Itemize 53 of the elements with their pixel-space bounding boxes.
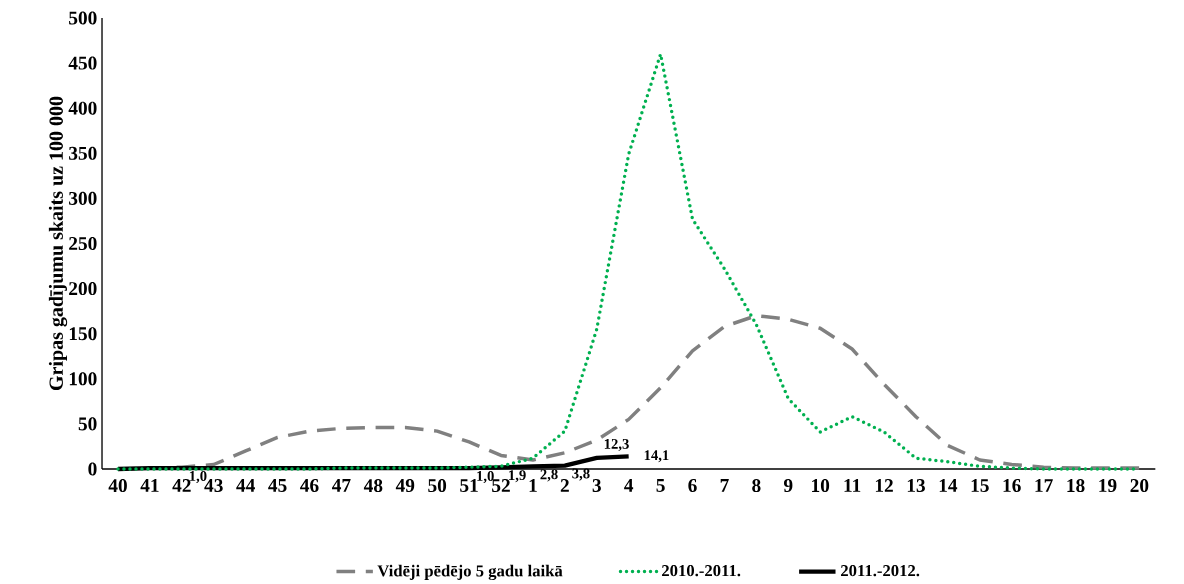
- x-tick-label: 9: [783, 479, 793, 493]
- y-tick-label: 200: [69, 282, 97, 296]
- x-tick-label: 12: [875, 479, 893, 492]
- x-tick-label: 47: [332, 479, 351, 492]
- x-tick-label: 44: [236, 479, 255, 492]
- x-tick-label: 14: [939, 479, 958, 492]
- x-tick-label: 1: [529, 479, 537, 492]
- y-tick-label: 100: [69, 372, 97, 386]
- x-tick-label: 52: [492, 479, 510, 493]
- x-tick-label: 45: [268, 479, 287, 493]
- data-label: 14,1: [644, 450, 669, 463]
- y-axis-title: Gripas gadījumu skaits uz 100 000: [48, 96, 68, 391]
- y-tick-label: 300: [69, 192, 97, 206]
- x-tick-label: 10: [812, 479, 830, 493]
- x-tick-label: 2: [560, 479, 569, 492]
- y-tick-label: 0: [88, 462, 97, 476]
- x-tick-label: 11: [844, 479, 861, 492]
- x-tick-label: 6: [688, 479, 697, 493]
- legend-label: 2010.-2011.: [662, 565, 741, 577]
- y-tick-label: 250: [69, 237, 97, 251]
- x-tick-label: 41: [140, 479, 159, 492]
- y-tick-label: 50: [78, 417, 97, 431]
- x-tick-label: 46: [300, 479, 319, 493]
- legend-label: Vidēji pēdējo 5 gadu laikā: [377, 564, 563, 581]
- x-tick-label: 19: [1099, 479, 1117, 493]
- x-tick-label: 16: [1003, 479, 1021, 493]
- x-tick-label: 4: [624, 479, 634, 492]
- y-tick-label: 350: [69, 146, 97, 160]
- x-tick-label: 42: [172, 479, 191, 492]
- x-tick-label: 13: [907, 479, 925, 493]
- x-tick-label: 20: [1130, 479, 1149, 493]
- x-tick-label: 17: [1035, 479, 1053, 492]
- x-tick-label: 8: [752, 479, 761, 493]
- x-tick-label: 15: [971, 479, 989, 493]
- x-tick-label: 40: [108, 479, 127, 493]
- legend-label: 2011.-2012.: [841, 565, 920, 577]
- y-tick-label: 500: [69, 11, 97, 25]
- x-tick-label: 51: [460, 479, 478, 493]
- y-tick-label: 450: [68, 56, 97, 70]
- x-tick-label: 48: [363, 479, 383, 493]
- x-tick-label: 5: [656, 479, 665, 493]
- x-tick-label: 50: [428, 479, 447, 493]
- data-label: 1,0: [477, 471, 494, 484]
- data-label: 1,9: [509, 470, 526, 483]
- x-tick-label: 3: [592, 479, 601, 493]
- y-tick-label: 150: [69, 327, 97, 341]
- x-tick-label: 7: [720, 479, 729, 492]
- data-label: 2,8: [540, 469, 558, 482]
- data-label: 12,3: [604, 439, 629, 452]
- x-tick-label: 49: [395, 479, 415, 493]
- y-tick-label: 400: [68, 101, 97, 115]
- data-label: 3,8: [572, 468, 590, 481]
- x-tick-label: 18: [1067, 479, 1085, 493]
